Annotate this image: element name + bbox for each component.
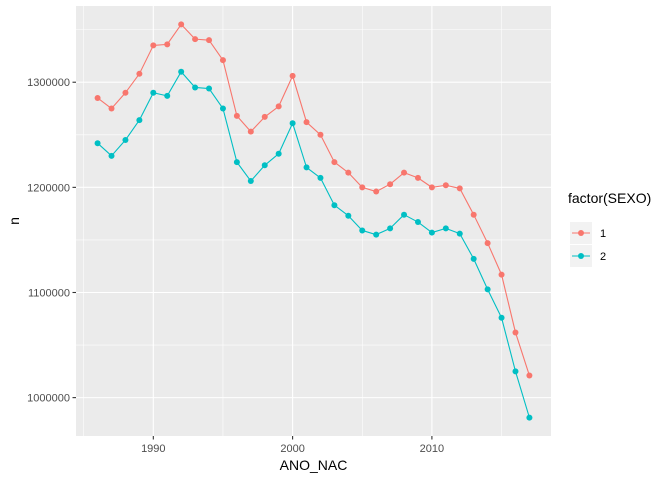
- series-2-point: [456, 230, 463, 237]
- legend-key-point: [578, 230, 584, 236]
- series-1-point: [108, 105, 115, 112]
- series-2-point: [247, 178, 254, 185]
- series-2-point: [192, 84, 199, 91]
- series-1-point: [178, 21, 185, 28]
- series-1-point: [428, 184, 435, 191]
- series-2-point: [512, 368, 519, 375]
- series-1-point: [317, 131, 324, 138]
- series-2-point: [414, 219, 421, 226]
- series-1-point: [275, 103, 282, 110]
- series-1-point: [498, 271, 505, 278]
- legend: factor(SEXO) 12: [568, 190, 651, 267]
- series-1-point: [387, 181, 394, 188]
- series-1-point: [526, 372, 533, 379]
- y-tick-label: 1000000: [27, 393, 70, 405]
- major-gridlines: [76, 6, 551, 436]
- series-1-point: [345, 169, 352, 176]
- series-layer: [94, 21, 533, 421]
- series-2-point: [94, 140, 101, 147]
- series-1-point: [303, 119, 310, 126]
- series-2-point: [289, 120, 296, 127]
- series-2-point: [303, 164, 310, 171]
- series-1-point: [442, 182, 449, 189]
- series-1-point: [219, 57, 226, 64]
- series-2-point: [331, 202, 338, 209]
- series-1-point: [289, 72, 296, 79]
- series-1-point: [233, 112, 240, 119]
- series-2-point: [219, 105, 226, 112]
- series-2-point: [164, 92, 171, 99]
- legend-key-point: [578, 253, 584, 259]
- x-axis-title: ANO_NAC: [280, 457, 348, 473]
- legend-label-2: 2: [600, 251, 606, 263]
- series-2-point: [122, 137, 129, 144]
- series-1-point: [359, 184, 366, 191]
- series-1-point: [414, 174, 421, 181]
- series-2-point: [387, 225, 394, 232]
- series-1-point: [206, 37, 213, 44]
- series-2-point: [498, 314, 505, 321]
- series-1-point: [373, 188, 380, 195]
- series-2-point: [484, 286, 491, 293]
- y-axis: 1000000 1100000 1200000 1300000: [27, 77, 76, 405]
- series-2-point: [359, 227, 366, 234]
- series-1-point: [192, 36, 199, 43]
- x-tick-label: 2010: [420, 443, 444, 455]
- y-tick-label: 1100000: [28, 287, 70, 299]
- legend-title: factor(SEXO): [568, 190, 651, 206]
- series-2-point: [206, 85, 213, 92]
- series-1-point: [401, 169, 408, 176]
- series-1-point: [331, 159, 338, 166]
- y-tick-label: 1200000: [27, 182, 70, 194]
- series-1-point: [136, 70, 143, 77]
- series-1-point: [261, 113, 268, 120]
- x-tick-label: 1990: [141, 443, 165, 455]
- y-axis-title: n: [6, 217, 22, 225]
- series-2-point: [317, 174, 324, 181]
- minor-gridlines: [76, 6, 551, 436]
- plot-panel: [76, 6, 551, 436]
- series-1-point: [164, 41, 171, 48]
- series-2-point: [261, 162, 268, 169]
- series-1-point: [94, 94, 101, 101]
- series-2-point: [233, 159, 240, 166]
- series-2-point: [442, 225, 449, 232]
- series-1-point: [484, 240, 491, 247]
- series-2-point: [108, 152, 115, 159]
- series-2-point: [373, 231, 380, 238]
- series-2-point: [178, 68, 185, 75]
- series-2-point: [136, 117, 143, 124]
- series-1-point: [470, 211, 477, 218]
- series-1-point: [456, 185, 463, 192]
- series-2-point: [470, 255, 477, 262]
- series-1-point: [247, 128, 254, 135]
- series-2-point: [150, 89, 157, 96]
- x-tick-label: 2000: [280, 443, 304, 455]
- series-1-point: [512, 329, 519, 336]
- series-1-point: [122, 89, 129, 96]
- legend-label-1: 1: [600, 228, 606, 240]
- series-1-point: [150, 42, 157, 49]
- series-2-point: [526, 414, 533, 421]
- x-axis: 1990 2000 2010: [141, 436, 444, 455]
- series-2-point: [428, 229, 435, 236]
- series-2-point: [275, 150, 282, 157]
- series-2-point: [345, 212, 352, 219]
- legend-items: 12: [570, 222, 606, 267]
- series-2-point: [401, 211, 408, 218]
- y-tick-label: 1300000: [27, 77, 70, 89]
